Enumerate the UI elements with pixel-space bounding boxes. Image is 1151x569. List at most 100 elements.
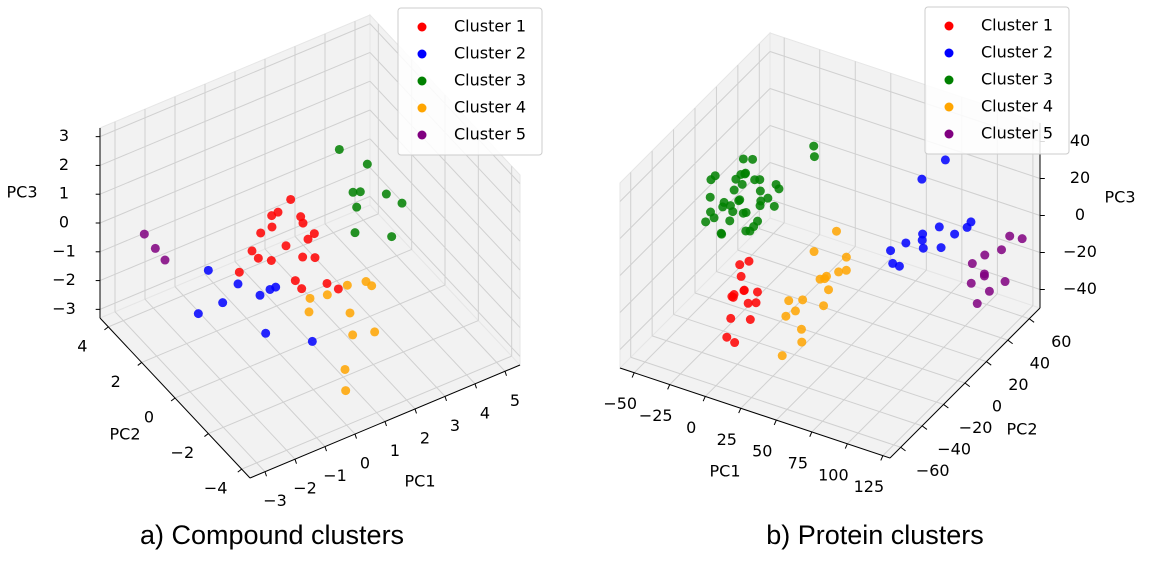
y-tick <box>943 404 949 409</box>
legend-marker <box>944 21 954 31</box>
y-tick-label: −4 <box>204 479 228 498</box>
data-point <box>727 292 737 302</box>
data-point <box>387 232 397 242</box>
legend-marker <box>417 103 427 113</box>
data-point <box>1000 277 1010 287</box>
legend-marker <box>944 75 954 85</box>
grid-line <box>716 271 987 363</box>
x-tick-label: −3 <box>263 491 287 510</box>
x-tick-label: 2 <box>420 428 430 447</box>
data-point <box>273 207 283 217</box>
legend-label: Cluster 4 <box>981 97 1053 116</box>
chart-panel: −3−2−1012345−4−2024−3−2−10123PC1PC2PC3Cl… <box>7 7 543 550</box>
data-point <box>348 187 358 197</box>
data-point <box>744 256 754 266</box>
data-point <box>355 187 365 197</box>
z-tick-label: 0 <box>59 213 69 232</box>
x-axis-label: PC1 <box>405 472 436 491</box>
grid-line <box>241 355 512 470</box>
grid-line <box>619 88 771 239</box>
x-tick-label: 4 <box>480 403 490 422</box>
data-point <box>918 243 928 253</box>
y-tick-label: 0 <box>992 397 1002 416</box>
y-tick-label: 2 <box>111 372 121 391</box>
data-point <box>726 313 736 323</box>
data-point <box>735 260 745 270</box>
y-axis-label: PC2 <box>110 425 141 444</box>
x-tick <box>294 459 297 464</box>
legend-label: Cluster 3 <box>981 70 1053 89</box>
data-point <box>966 278 976 288</box>
data-point <box>886 246 896 256</box>
data-point <box>997 245 1007 255</box>
data-point <box>790 306 800 316</box>
y-tick <box>900 446 906 452</box>
z-tick-label: −2 <box>52 270 76 289</box>
grid-line <box>369 196 521 357</box>
data-point <box>809 141 819 151</box>
data-point <box>729 185 739 195</box>
data-point <box>917 174 927 184</box>
data-point <box>322 278 332 288</box>
grid-line <box>208 320 479 435</box>
y-tick-label: −20 <box>959 418 993 437</box>
data-point <box>798 295 808 305</box>
data-point <box>716 228 726 238</box>
grid-line <box>651 335 923 427</box>
z-tick-label: −1 <box>52 241 76 260</box>
grid-line <box>769 88 1041 179</box>
x-tick <box>324 446 327 452</box>
data-point <box>303 234 313 244</box>
data-point <box>193 309 203 319</box>
data-point <box>309 229 319 239</box>
data-point <box>150 243 160 253</box>
x-tick-label: −50 <box>603 394 637 413</box>
data-point <box>734 196 744 206</box>
grid-line <box>99 167 371 282</box>
data-point <box>341 386 351 396</box>
y-tick <box>137 362 142 366</box>
data-point <box>755 175 765 185</box>
x-tick-label: 125 <box>854 477 885 496</box>
data-point <box>748 154 758 164</box>
data-point <box>936 243 946 253</box>
legend-label: Cluster 4 <box>454 98 526 117</box>
data-point <box>888 258 898 268</box>
data-point <box>741 207 751 217</box>
data-point <box>972 299 982 309</box>
x-tick <box>809 431 813 437</box>
grid-line <box>619 125 771 276</box>
legend-label: Cluster 2 <box>454 44 526 63</box>
y-tick <box>1007 339 1013 345</box>
x-tick-label: 75 <box>788 453 808 472</box>
data-point <box>739 286 749 296</box>
data-point <box>797 337 807 347</box>
grid-line <box>99 51 371 166</box>
data-point <box>362 159 372 169</box>
data-point <box>841 265 851 275</box>
data-point <box>345 308 355 318</box>
x-tick <box>384 421 387 427</box>
z-axis-label: PC3 <box>7 183 38 202</box>
data-point <box>267 222 277 232</box>
caption: b) Protein clusters <box>766 520 984 550</box>
data-point <box>381 189 391 199</box>
data-point <box>1017 234 1027 244</box>
data-point <box>310 253 320 263</box>
legend-label: Cluster 5 <box>981 124 1053 143</box>
grid-line <box>369 167 521 328</box>
legend-marker <box>944 129 954 139</box>
data-point <box>307 336 317 346</box>
data-point <box>350 228 360 238</box>
grid-line <box>99 195 371 310</box>
data-point <box>967 259 977 269</box>
grid-line <box>737 249 1009 341</box>
x-tick-label: 3 <box>450 416 460 435</box>
y-tick <box>204 433 209 437</box>
data-point <box>752 287 762 297</box>
z-tick-label: 0 <box>1075 205 1085 224</box>
data-point <box>769 201 779 211</box>
data-point <box>966 217 976 227</box>
